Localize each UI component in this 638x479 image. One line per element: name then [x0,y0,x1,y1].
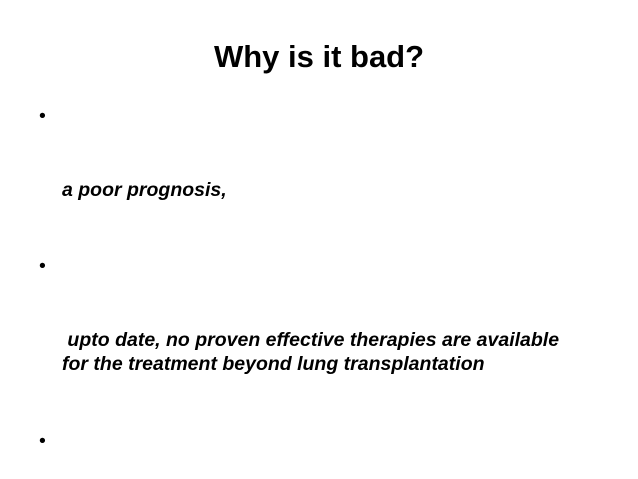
list-item: • a poor prognosis, [30,104,590,251]
list-item: • upto date, no proven effective therapi… [30,254,590,426]
list-item-text: a poor prognosis, [62,178,227,201]
bullet-list: • a poor prognosis, • upto date, no prov… [30,104,590,479]
bullet-point-icon: • [39,429,46,452]
bullet-point-icon: • [39,255,46,277]
page-title: Why is it bad? [213,39,425,74]
list-item: • 60% of patients with idiopathic pulmon… [30,429,590,479]
list-item-text: upto date, no proven effective therapies… [62,328,565,376]
bullet-point-icon: • [39,105,46,127]
